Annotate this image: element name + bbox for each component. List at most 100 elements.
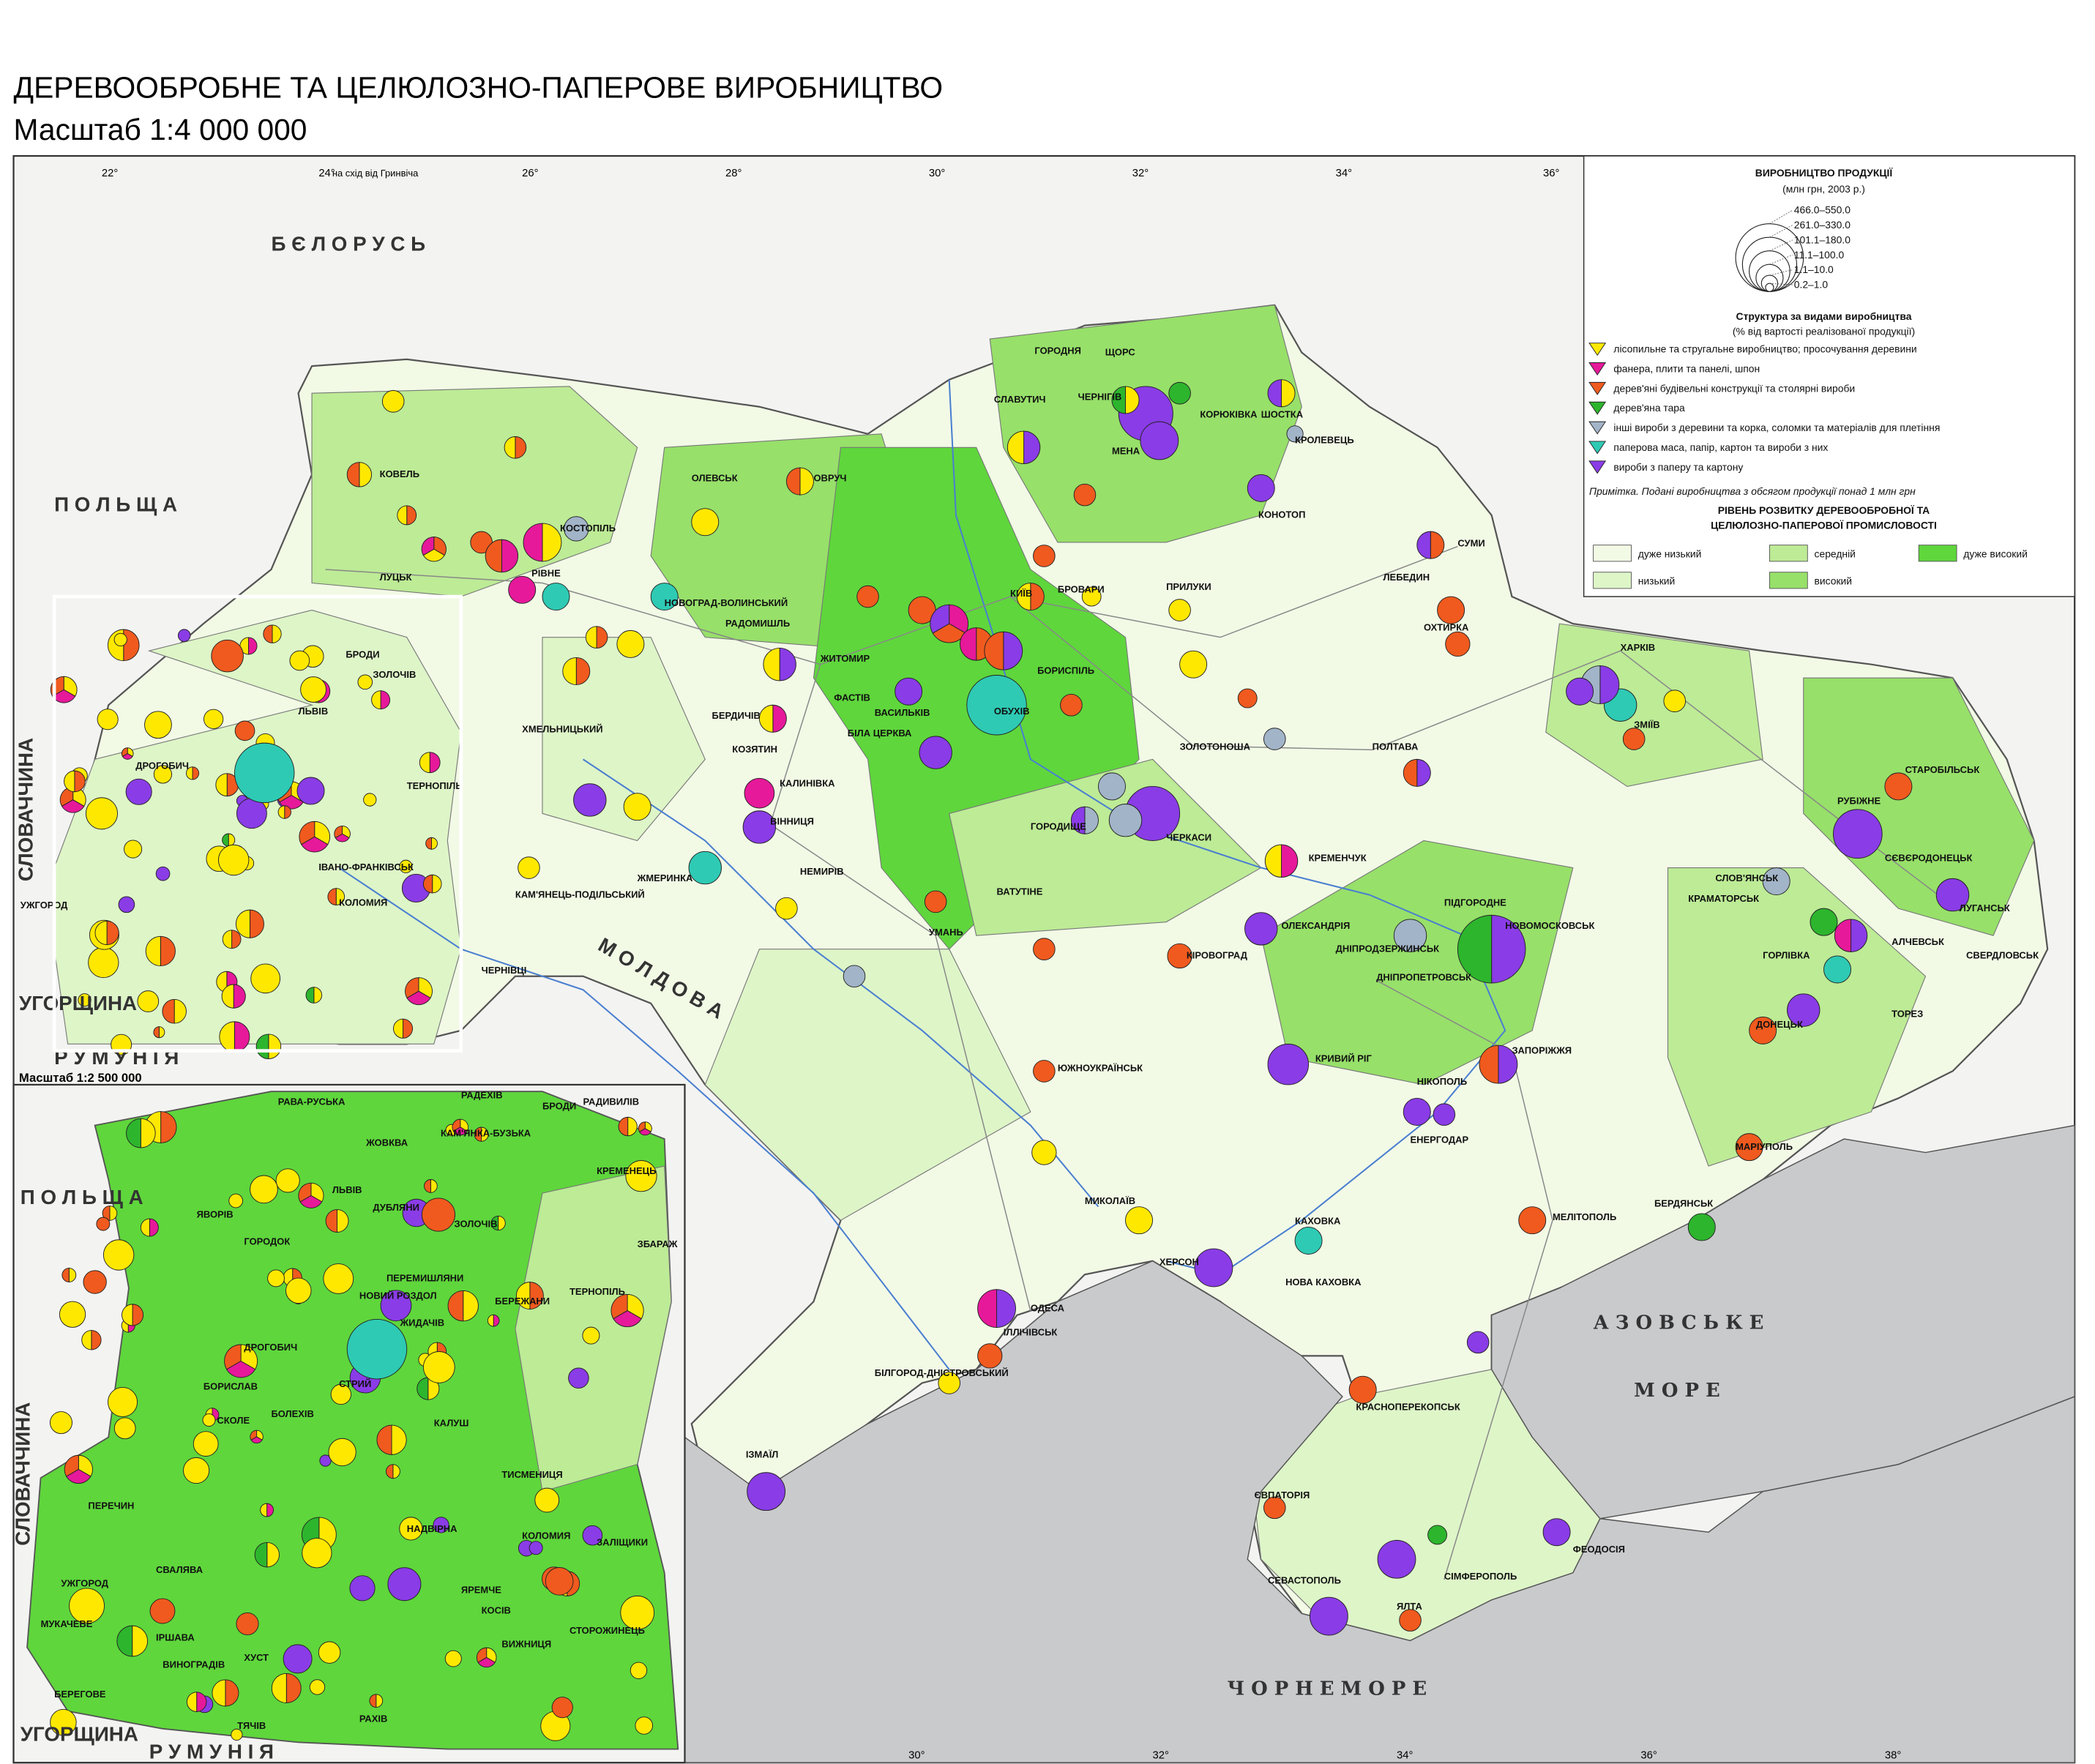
place-label: РАДЕХІВ	[461, 1089, 503, 1100]
production-symbol-segment	[380, 690, 391, 710]
production-symbol	[691, 508, 720, 537]
place-label: СУМИ	[1457, 538, 1485, 549]
place-label: ДРОГОБИЧ	[244, 1342, 297, 1353]
place-label: МЕЛІТОПОЛЬ	[1553, 1211, 1616, 1222]
production-symbol-segment	[1281, 844, 1299, 878]
place-label: ЯВОРІВ	[197, 1208, 234, 1219]
production-symbol-segment	[1851, 919, 1868, 952]
production-symbol-segment	[346, 462, 360, 487]
place-label: КІРОВОГРАД	[1187, 950, 1247, 961]
production-symbol	[85, 797, 119, 830]
azov-sea	[1490, 1124, 2075, 1520]
production-symbol	[1060, 693, 1083, 717]
place-label: СЛОВ'ЯНСЬК	[1715, 872, 1778, 883]
production-symbol	[551, 1697, 573, 1719]
meridian-label: 36°	[1640, 1750, 1657, 1762]
production-symbol-segment	[109, 1206, 118, 1221]
place-label: КАХОВКА	[1295, 1216, 1341, 1227]
production-symbol	[433, 1517, 449, 1533]
production-symbol-segment	[501, 539, 519, 573]
place-label: БОРИСЛАВ	[203, 1381, 258, 1392]
production-symbol-segment	[627, 1116, 638, 1137]
production-symbol-segment	[249, 909, 264, 938]
production-symbol-segment	[254, 1541, 268, 1568]
place-label: ДОНЕЦЬК	[1756, 1019, 1803, 1030]
production-symbol-segment	[393, 1018, 403, 1039]
country-label: УГОРЩИНА	[20, 1723, 138, 1746]
production-symbol-segment	[173, 999, 187, 1024]
production-symbol	[635, 1716, 654, 1735]
production-symbol	[1033, 1060, 1056, 1083]
production-symbol	[1687, 1213, 1716, 1241]
place-label: СЄВЄРОДОНЕЦЬК	[1885, 852, 1973, 863]
production-symbol	[744, 777, 775, 809]
place-label: СТРИЙ	[339, 1378, 371, 1389]
size-class: 466.0–550.0	[1794, 204, 1851, 216]
production-symbol-segment	[487, 1314, 494, 1327]
production-symbol-segment	[490, 1215, 499, 1231]
production-symbol	[118, 896, 135, 913]
country-label: Б Є Л О Р У С Ь	[271, 233, 425, 255]
legend: ВИРОБНИЦТВО ПРОДУКЦІЇ (млн грн, 2003 р.) 4…	[1583, 155, 2075, 597]
place-label: КАЛУШ	[434, 1418, 469, 1429]
place-label: БОЛЕХІВ	[271, 1408, 313, 1419]
production-symbol	[228, 1193, 243, 1208]
map-scale: Масштаб 1:4 000 000	[14, 113, 307, 146]
place-label: ОХТИРКА	[1424, 621, 1469, 632]
production-symbol-segment	[376, 1424, 392, 1455]
production-symbol	[97, 709, 119, 730]
production-symbol-segment	[337, 1209, 349, 1233]
place-label: БІЛА ЦЕРКВА	[848, 728, 912, 739]
size-class: 0.2–1.0	[1794, 279, 1829, 291]
production-symbol-segment	[140, 1218, 150, 1237]
production-symbol-segment	[596, 626, 608, 649]
place-label: ЖИТОМИР	[820, 653, 870, 664]
production-symbol	[564, 516, 589, 542]
production-symbol	[843, 965, 866, 988]
production-symbol-segment	[299, 821, 315, 845]
production-symbol-segment	[425, 837, 433, 850]
place-label: МЕНА	[1112, 446, 1140, 457]
production-symbol	[508, 575, 537, 604]
production-symbol-segment	[268, 1034, 282, 1060]
production-symbol-segment	[225, 1360, 256, 1378]
place-label: БЕРЕЖАНИ	[495, 1296, 550, 1307]
production-symbol	[319, 1454, 332, 1467]
place-label: КРЕМЕНЧУК	[1309, 852, 1367, 863]
production-symbol	[69, 1588, 105, 1624]
production-symbol-segment	[516, 1282, 531, 1310]
production-symbol-segment	[405, 977, 419, 999]
production-symbol	[1073, 483, 1097, 507]
production-symbol	[250, 1175, 278, 1204]
legend-note: Примітка. Подані виробництва з обсягом п…	[1589, 485, 1916, 497]
production-symbol	[1833, 809, 1883, 859]
production-symbol-segment	[376, 1694, 383, 1708]
production-symbol-segment	[562, 657, 577, 685]
structure-swatch	[1588, 460, 1607, 474]
production-symbol	[534, 1487, 560, 1513]
production-symbol-segment	[485, 539, 502, 573]
sea-label: М О Р Е	[1634, 1380, 1720, 1402]
production-symbol	[275, 1168, 300, 1193]
place-label: ДУБЛЯНИ	[373, 1202, 419, 1213]
production-symbol	[231, 1728, 243, 1741]
production-symbol-segment	[196, 1692, 207, 1712]
legend-subtitle: (% від вартості реалізованої продукції)	[1733, 326, 1915, 337]
production-symbol-segment	[1267, 379, 1282, 408]
meridian-label: 22°	[102, 168, 118, 179]
production-symbol	[289, 650, 310, 671]
structure-label: фанера, плити та панелі, шпон	[1613, 362, 1760, 374]
production-symbol-segment	[498, 1215, 506, 1231]
production-symbol-segment	[123, 629, 140, 662]
place-label: ЗАЛІЩИКИ	[597, 1537, 648, 1548]
meridian-label: 30°	[929, 168, 945, 179]
production-symbol	[582, 1326, 600, 1345]
production-symbol-segment	[160, 1111, 177, 1143]
place-label: ДНІПРОДЗЕРЖИНСЬК	[1336, 943, 1440, 954]
structure-label: інші вироби з деревини та корка, соломки…	[1613, 422, 1940, 433]
place-label: СВЕРДЛОВСЬК	[1966, 950, 2039, 961]
place-label: ЮЖНОУКРАЇНСЬК	[1058, 1062, 1143, 1073]
place-label: ХЕРСОН	[1159, 1256, 1199, 1267]
place-label: ІРШАВА	[156, 1632, 195, 1642]
production-symbol-segment	[515, 436, 527, 459]
